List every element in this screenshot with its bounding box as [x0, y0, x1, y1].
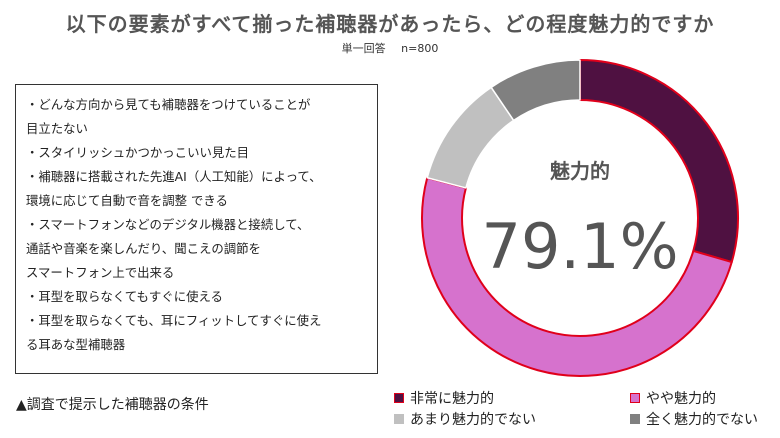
- legend-swatch: [630, 393, 640, 403]
- legend: 非常に魅力的 やや魅力的 あまり魅力的でない 全く魅力的でない: [394, 388, 774, 436]
- condition-line: ・耳型を取らなくてもすぐに使える: [26, 289, 223, 304]
- answer-type: 単一回答: [341, 42, 386, 55]
- condition-line: ・耳型を取らなくても、耳にフィットしてすぐに使え: [26, 313, 322, 328]
- slice-somewhat-attractive: [421, 176, 733, 377]
- donut-chart: 魅力的 79.1%: [421, 59, 739, 377]
- condition-line: 環境に応じて自動で音を調整 できる: [26, 193, 228, 208]
- legend-swatch: [630, 414, 640, 424]
- slice-not-attractive: [490, 59, 581, 122]
- legend-label: やや魅力的: [646, 391, 716, 407]
- condition-line: ・スマートフォンなどのデジタル機器と接続して、: [26, 217, 310, 232]
- center-label: 魅力的: [550, 159, 610, 183]
- condition-line: ・スタイリッシュかつかっこいい見た目: [26, 145, 250, 160]
- legend-item: やや魅力的: [630, 388, 716, 408]
- conditions-box: ・どんな方向から見ても補聴器をつけていることが 目立たない ・スタイリッシュかつ…: [15, 84, 378, 374]
- legend-swatch: [394, 414, 404, 424]
- chart-subtitle: 単一回答 n=800: [0, 40, 780, 56]
- legend-item: あまり魅力的でない: [394, 409, 536, 429]
- condition-line: 目立たない: [26, 121, 88, 136]
- sample-size: n=800: [401, 42, 439, 55]
- condition-line: スマートフォン上で出来る: [26, 265, 175, 280]
- condition-line: ・どんな方向から見ても補聴器をつけていることが: [26, 97, 311, 112]
- conditions-caption: ▲調査で提示した補聴器の条件: [16, 397, 209, 413]
- condition-line: る耳あな型補聴器: [26, 337, 126, 352]
- condition-line: 通話や音楽を楽しんだり、聞こえの調節を: [26, 241, 261, 256]
- legend-item: 全く魅力的でない: [630, 409, 758, 429]
- condition-line: ・補聴器に搭載された先進AI（人工知能）によって、: [26, 169, 322, 184]
- legend-label: 全く魅力的でない: [646, 412, 758, 428]
- legend-label: 非常に魅力的: [410, 391, 494, 407]
- legend-label: あまり魅力的でない: [410, 412, 536, 428]
- chart-title: 以下の要素がすべて揃った補聴器があったら、どの程度魅力的ですか: [65, 12, 715, 36]
- legend-item: 非常に魅力的: [394, 388, 494, 408]
- legend-swatch: [394, 393, 404, 403]
- center-value: 79.1%: [482, 210, 679, 283]
